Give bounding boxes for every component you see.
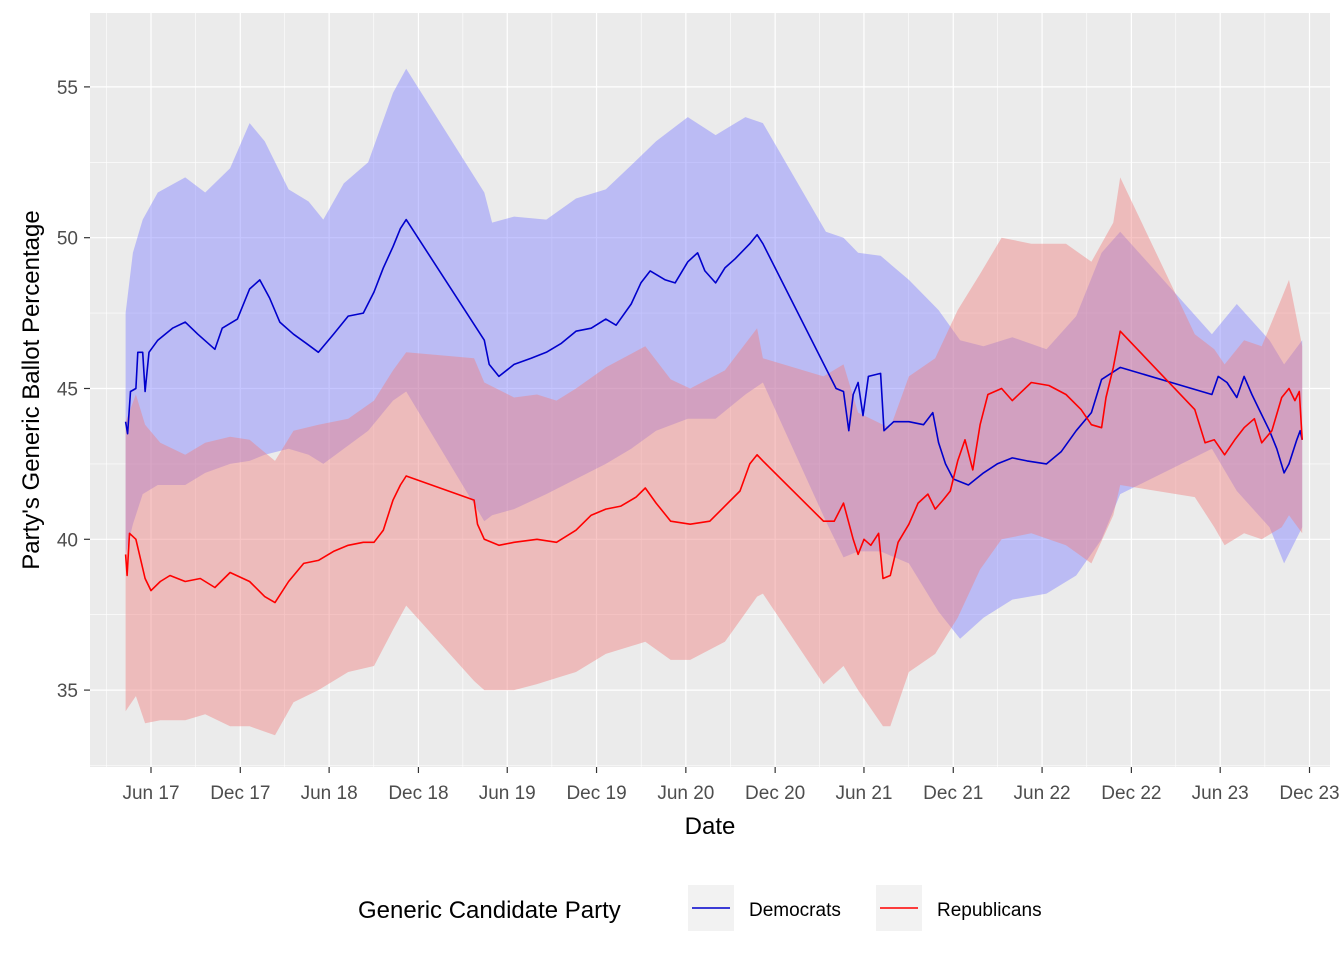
- x-tick-label: Dec 17: [210, 783, 270, 804]
- confidence-bands: [125, 68, 1303, 736]
- x-tick-label: Dec 23: [1279, 783, 1339, 804]
- legend-label-republicans: Republicans: [937, 900, 1042, 921]
- y-tick-label: 35: [57, 681, 78, 702]
- x-tick-label: Jun 20: [657, 783, 714, 804]
- y-tick-label: 55: [57, 78, 78, 99]
- legend-title: Generic Candidate Party: [358, 897, 621, 924]
- y-tick-label: 40: [57, 530, 78, 551]
- legend-item-democrats: Democrats: [688, 885, 841, 931]
- band-democrats: [125, 68, 1303, 639]
- x-axis: Jun 17 Dec 17 Jun 18 Dec 18 Jun 19 Dec 19 Jun …: [122, 767, 1340, 804]
- x-tick-label: Jun 22: [1014, 783, 1071, 804]
- y-tick-label: 45: [57, 379, 78, 400]
- y-axis-title: Party's Generic Ballot Percentage: [18, 210, 45, 569]
- y-axis: 35 40 45 50 55: [57, 78, 90, 702]
- x-axis-title: Date: [685, 813, 736, 840]
- x-tick-label: Jun 21: [835, 783, 892, 804]
- x-tick-label: Dec 22: [1101, 783, 1161, 804]
- legend-item-republicans: Republicans: [876, 885, 1042, 931]
- x-tick-label: Dec 18: [388, 783, 448, 804]
- y-tick-label: 50: [57, 229, 78, 250]
- x-tick-label: Dec 20: [745, 783, 805, 804]
- legend-label-democrats: Democrats: [749, 900, 841, 921]
- plot-panel: [90, 13, 1330, 767]
- series-line-republicans: [124, 330, 1303, 604]
- major-gridlines: [90, 13, 1330, 767]
- x-tick-label: Jun 19: [479, 783, 536, 804]
- x-tick-label: Jun 17: [122, 783, 179, 804]
- x-tick-label: Jun 18: [301, 783, 358, 804]
- series-lines: [124, 218, 1303, 604]
- series-line-democrats: [124, 218, 1303, 486]
- legend: Generic Candidate Party Democrats Republ…: [358, 885, 1042, 931]
- x-tick-label: Jun 23: [1192, 783, 1249, 804]
- band-republicans: [125, 177, 1303, 736]
- x-tick-label: Dec 19: [566, 783, 626, 804]
- x-tick-label: Dec 21: [923, 783, 983, 804]
